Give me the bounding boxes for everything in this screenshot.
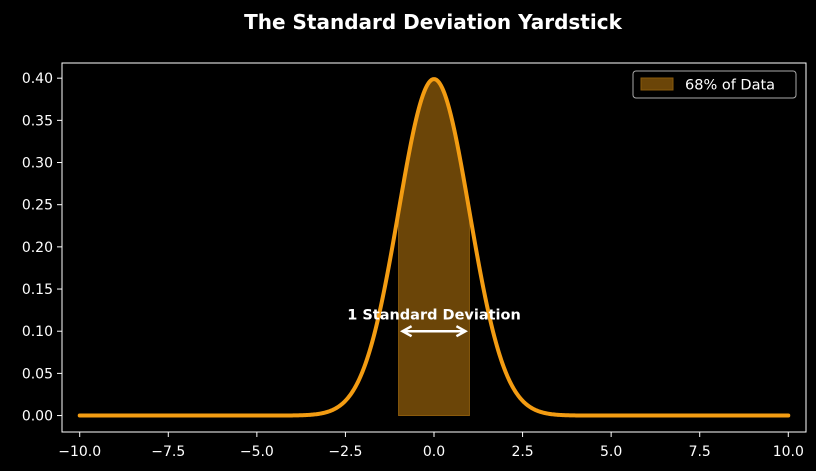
y-tick-label: 0.30	[22, 156, 53, 172]
y-tick-label: 0.15	[22, 282, 53, 298]
normal-curve-line	[77, 77, 791, 418]
y-tick-label: 0.00	[22, 409, 53, 425]
x-tick-label: 2.5	[511, 444, 533, 460]
legend-box	[632, 70, 797, 99]
y-axis: 0.00 0.05 0.10 0.15 0.20 0.25 0.30 0.35 0.40	[22, 71, 62, 425]
legend-label-shaded-area: 68% of Data	[685, 78, 775, 94]
x-tick-label: 0.0	[423, 444, 445, 460]
std-arrow-head-left	[399, 325, 413, 338]
chart-title: The Standard Deviation Yardstick	[244, 10, 622, 34]
legend: 68% of Data	[632, 70, 797, 99]
y-tick-label: 0.40	[22, 71, 53, 87]
annotation-group: 1 Standard Deviation	[347, 307, 521, 338]
y-tick-label: 0.05	[22, 366, 53, 382]
x-tick-label: −7.5	[151, 444, 185, 460]
y-tick-label: 0.25	[22, 198, 53, 214]
x-tick-label: 10.0	[773, 444, 804, 460]
y-tick-label: 0.20	[22, 240, 53, 256]
x-tick-label: −2.5	[328, 444, 362, 460]
x-axis: −10.0 −7.5 −5.0 −2.5 0.0 2.5 5.0 7.5 10.0	[58, 432, 804, 460]
std-arrow-head-right	[455, 325, 469, 338]
x-tick-label: −10.0	[58, 444, 101, 460]
y-tick-label: 0.10	[22, 324, 53, 340]
x-tick-label: −5.0	[240, 444, 274, 460]
std-annotation-label: 1 Standard Deviation	[347, 307, 521, 323]
legend-swatch-shaded-area	[640, 77, 674, 91]
y-tick-label: 0.35	[22, 113, 53, 129]
x-tick-label: 7.5	[689, 444, 711, 460]
x-tick-label: 5.0	[600, 444, 622, 460]
